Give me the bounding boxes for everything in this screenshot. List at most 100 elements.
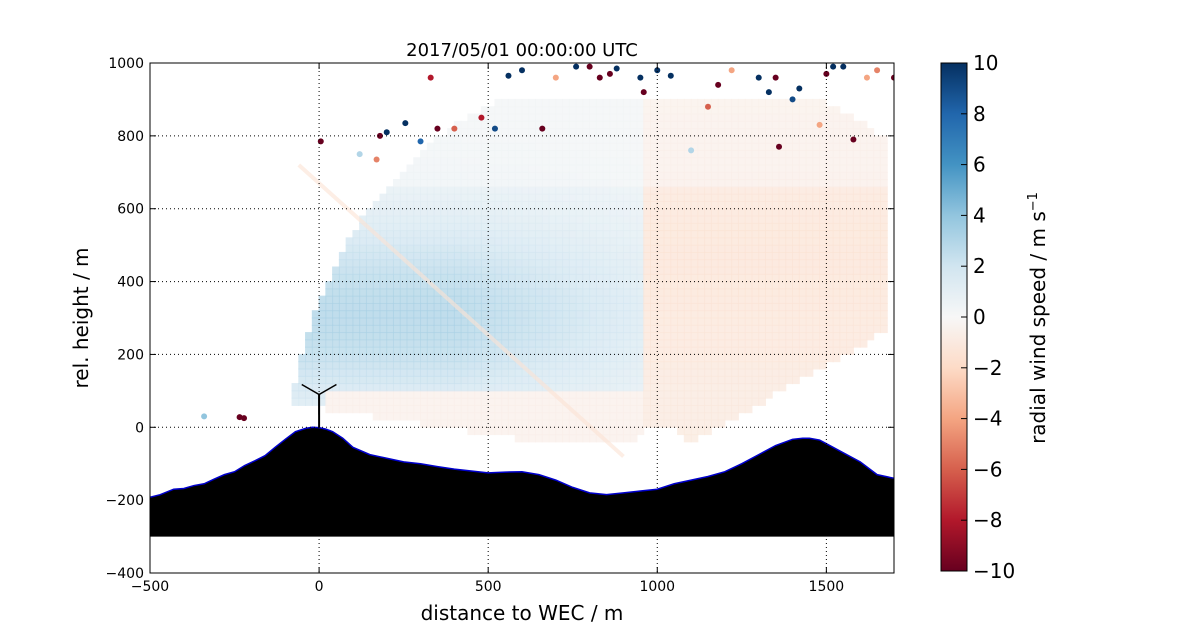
wind-field-cell [555,193,564,202]
wind-field-cell [778,230,787,239]
wind-field-cell [406,215,415,224]
wind-field-cell [758,339,766,348]
wind-field-cell [879,302,888,312]
wind-field-cell [338,346,347,355]
wind-field-cell [670,317,679,326]
wind-field-cell [420,397,428,406]
wind-field-cell [764,244,773,253]
wind-field-cell [501,128,509,137]
wind-field-cell [764,208,773,217]
wind-field-cell [562,179,570,188]
wind-field-cell [812,215,821,224]
wind-field-cell [386,251,394,261]
wind-field-cell [704,251,712,261]
wind-field-cell [595,310,604,319]
wind-field-cell [785,120,794,130]
wind-field-cell [879,230,888,239]
wind-field-cell [541,273,550,283]
wind-field-cell [568,332,577,341]
wind-field-cell [447,164,455,173]
wind-field-cell [541,397,550,406]
wind-field-cell [825,186,834,195]
wind-field-cell [453,128,462,137]
wind-field-cell [582,106,591,115]
wind-field-cell [582,128,591,137]
wind-field-cell [650,310,658,319]
wind-field-cell [792,135,800,144]
wind-field-cell [616,426,624,436]
wind-field-cell [541,346,550,355]
wind-field-cell [650,266,658,275]
wind-field-cell [338,368,347,377]
wind-field-cell [656,193,665,202]
wind-field-cell [413,273,422,283]
wind-field-cell [683,281,692,290]
wind-field-cell [616,361,624,370]
wind-field-cell [852,135,861,144]
wind-field-cell [392,193,401,202]
wind-field-cell [514,295,523,304]
wind-field-cell [392,179,401,188]
wind-field-cell [595,106,604,115]
wind-field-cell [873,171,881,181]
wind-field-cell [704,171,712,181]
wind-field-cell [609,98,618,108]
wind-field-cell [670,273,679,283]
wind-field-cell [602,310,611,319]
wind-field-cell [467,346,476,355]
wind-field-cell [487,390,496,399]
wind-field-cell [690,368,699,377]
wind-field-cell [846,244,854,253]
wind-field-cell [589,120,597,130]
wind-field-cell [311,390,320,399]
wind-field-cell [832,222,841,232]
wind-field-cell [440,317,449,326]
wind-field-cell [562,208,570,217]
wind-field-cell [480,295,489,304]
wind-field-cell [758,208,766,217]
wind-field-cell [447,375,455,385]
wind-field-cell [359,404,367,414]
wind-field-cell [670,404,679,414]
wind-field-cell [670,412,679,421]
wind-field-cell [832,179,841,188]
wind-field-cell [386,397,394,406]
wind-field-cell [568,120,577,130]
wind-field-cell [541,113,550,122]
wind-field-cell [392,324,401,334]
wind-field-cell [609,353,618,363]
wind-field-cell [737,295,746,304]
wind-field-cell [440,288,449,297]
wind-field-cell [379,295,388,304]
wind-field-cell [541,106,550,115]
wind-field-cell [392,186,401,195]
wind-field-cell [670,244,679,253]
wind-field-cell [501,412,509,421]
wind-field-cell [426,230,435,239]
wind-field-cell [575,353,584,363]
wind-field-cell [737,273,746,283]
wind-field-cell [731,164,739,173]
wind-field-cell [453,346,462,355]
wind-field-cell [704,288,712,297]
wind-field-cell [426,419,435,428]
wind-field-cell [460,222,469,232]
wind-field-cell [501,324,509,334]
wind-field-cell [399,281,408,290]
wind-field-cell [663,215,672,224]
wind-field-cell [764,346,773,355]
wind-field-cell [528,324,537,334]
wind-field-cell [879,179,888,188]
wind-field-cell [866,200,875,210]
wind-field-cell [744,135,753,144]
data-point [201,413,208,420]
wind-field-cell [629,339,638,348]
wind-field-cell [338,375,347,385]
wind-field-cell [406,288,415,297]
wind-field-cell [420,179,428,188]
wind-field-cell [602,324,611,334]
wind-field-cell [460,404,469,414]
wind-field-cell [819,135,827,144]
wind-field-cell [859,164,868,173]
wind-field-cell [650,230,658,239]
